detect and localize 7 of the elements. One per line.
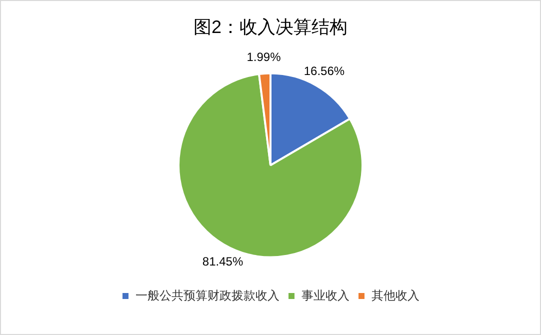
legend-label: 事业收入 (302, 288, 350, 302)
data-label: 1.99% (246, 50, 282, 64)
data-label: 16.56% (304, 64, 345, 78)
data-label: 81.45% (202, 254, 244, 268)
legend-label: 其他收入 (372, 288, 420, 302)
chart-title: 图2：收入决算结构 (193, 16, 348, 37)
legend-label: 一般公共预算财政拨款收入 (136, 288, 280, 302)
